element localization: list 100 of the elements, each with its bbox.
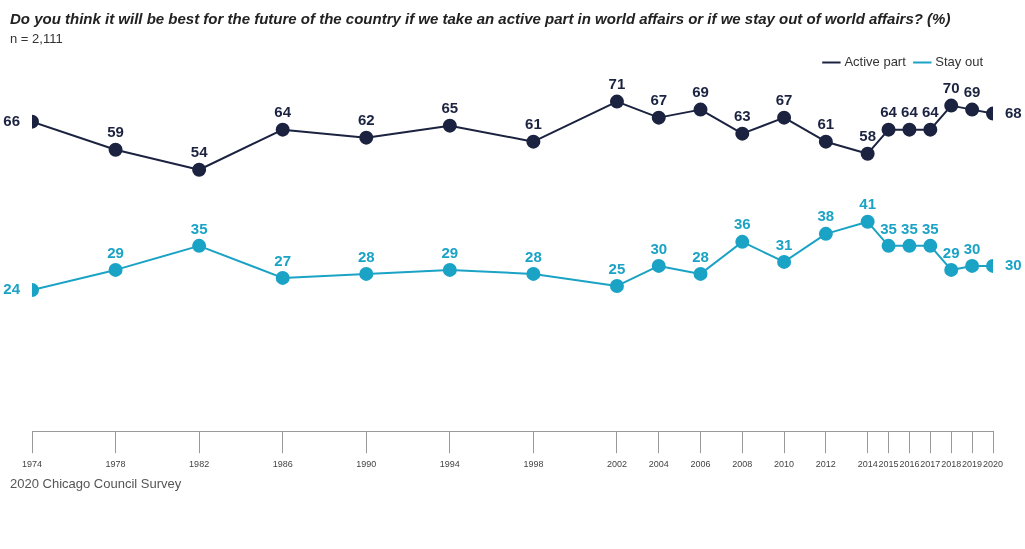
point	[944, 98, 959, 113]
point	[693, 266, 708, 281]
data-label: 35	[190, 219, 208, 237]
data-label: 29	[441, 243, 459, 261]
data-label: 30	[1005, 255, 1022, 273]
point	[902, 122, 917, 137]
point	[818, 226, 833, 241]
data-label: 38	[817, 207, 835, 225]
text: 2020 Chicago Council Survey	[10, 475, 183, 491]
x-tick-label: 2015	[878, 458, 899, 469]
data-label: 62	[357, 111, 375, 129]
data-label: 70	[942, 79, 960, 96]
point	[359, 130, 374, 145]
point	[192, 162, 207, 177]
data-label: 28	[525, 247, 542, 265]
point	[609, 278, 624, 293]
data-label: 35	[921, 219, 939, 237]
point	[526, 134, 541, 149]
data-label: 71	[608, 74, 626, 92]
point	[651, 110, 666, 125]
data-label: 28	[357, 247, 375, 265]
point	[881, 238, 896, 253]
point	[275, 270, 290, 285]
data-label: 67	[775, 91, 793, 109]
x-tick-label: 2020	[982, 458, 1004, 469]
point	[651, 258, 666, 273]
point	[609, 94, 624, 109]
x-tick-label: 2018	[941, 458, 962, 469]
x-tick-label: 1986	[272, 458, 293, 469]
point	[902, 238, 917, 253]
data-label: 69	[963, 83, 981, 101]
data-label: 58	[859, 127, 876, 145]
data-label: 64	[921, 103, 940, 121]
point	[965, 258, 980, 273]
data-label: 64	[880, 103, 898, 121]
point	[275, 122, 290, 137]
data-label: 25	[608, 259, 626, 277]
data-label: 31	[775, 235, 793, 253]
x-tick-label: 2017	[920, 458, 941, 469]
point	[442, 262, 457, 277]
point	[442, 118, 457, 133]
chart-title: Do you think it will be best for the future of the country if we take an active part in world affairs or if we stay out of world affairs? (%)	[10, 9, 952, 29]
point	[965, 102, 980, 117]
data-label: 41	[859, 195, 876, 213]
x-tick-label: 1978	[105, 458, 126, 469]
point	[192, 238, 207, 253]
point	[526, 266, 541, 281]
x-tick-label: 2002	[606, 458, 627, 469]
point	[735, 234, 750, 249]
data-label: 30	[650, 239, 668, 257]
x-tick-label: 1974	[21, 458, 43, 469]
chart-subtitle: n = 2,111	[10, 30, 64, 46]
legend-label: Stay out	[935, 53, 984, 69]
point	[735, 126, 750, 141]
x-tick-label: 2010	[774, 458, 795, 469]
point	[923, 122, 938, 137]
x-tick-label: 2004	[648, 458, 669, 469]
point	[860, 214, 875, 229]
data-label: 61	[817, 115, 835, 133]
x-tick-label: 2012	[815, 458, 836, 469]
data-label: 69	[692, 83, 709, 101]
x-tick-label: 2019	[962, 458, 983, 469]
data-label: 36	[733, 215, 751, 233]
point	[108, 142, 123, 157]
x-tick-label: 1994	[439, 458, 460, 469]
x-tick-label: 2006	[690, 458, 711, 469]
point	[693, 102, 708, 117]
point	[108, 262, 123, 277]
data-label: 30	[963, 239, 981, 257]
x-tick-label: 2014	[857, 458, 878, 469]
x-tick-label: 1990	[356, 458, 377, 469]
data-label: 66	[3, 111, 20, 129]
point	[359, 266, 374, 281]
data-label: 24	[3, 279, 21, 297]
point	[777, 254, 792, 269]
data-label: 35	[880, 219, 897, 237]
x-tick-label: 2008	[732, 458, 753, 469]
data-label: 54	[190, 143, 209, 161]
data-label: 35	[901, 219, 918, 237]
data-label: 65	[441, 99, 459, 117]
data-label: 29	[107, 243, 124, 261]
point	[881, 122, 896, 137]
x-tick-label: 1982	[189, 458, 210, 469]
point	[860, 146, 875, 161]
data-label: 68	[1005, 103, 1022, 121]
point	[777, 110, 792, 125]
data-label: 27	[274, 251, 292, 269]
data-label: 67	[650, 91, 668, 109]
data-label: 63	[733, 107, 751, 125]
data-label: 64	[274, 103, 292, 121]
data-label: 28	[692, 247, 709, 265]
legend-label: Active part	[844, 53, 907, 69]
data-label: 61	[525, 115, 542, 133]
data-label: 29	[942, 243, 960, 261]
point	[923, 238, 938, 253]
x-tick-label: 2016	[899, 458, 920, 469]
data-label: 59	[107, 123, 124, 141]
point	[818, 134, 833, 149]
point	[944, 262, 959, 277]
data-label: 64	[901, 103, 919, 121]
